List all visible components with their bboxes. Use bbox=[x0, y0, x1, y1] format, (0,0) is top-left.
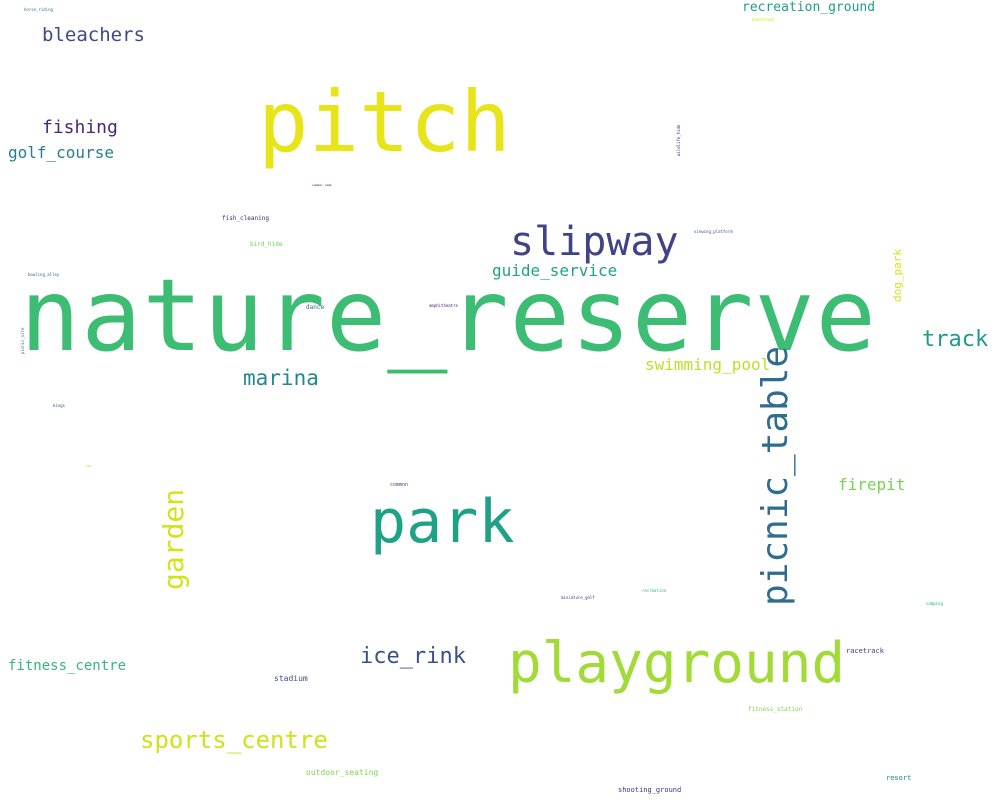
word: common bbox=[390, 482, 409, 488]
word: garden bbox=[157, 488, 190, 590]
word: fish_cleaning bbox=[222, 215, 269, 222]
word: shooting_ground bbox=[618, 786, 682, 794]
word: bird_hide bbox=[250, 241, 283, 248]
word: amphitheatre bbox=[429, 303, 458, 308]
word: ice_rink bbox=[360, 644, 466, 669]
word: track bbox=[922, 327, 989, 352]
word: bbq bbox=[86, 464, 92, 468]
word: guide_service bbox=[492, 261, 618, 280]
word: golf_course bbox=[8, 143, 114, 162]
word: racetrack bbox=[846, 647, 884, 655]
word: pitch bbox=[258, 73, 511, 171]
word: dance bbox=[306, 304, 325, 311]
word: viewing_platform bbox=[694, 229, 733, 234]
word: firepit bbox=[838, 475, 906, 494]
word: slipway bbox=[510, 219, 679, 265]
word: wildlife_hide bbox=[676, 124, 681, 156]
word: fishing bbox=[42, 117, 118, 138]
word: bleachers bbox=[42, 24, 145, 46]
word: camping bbox=[926, 601, 943, 606]
word: bandstand bbox=[752, 17, 774, 22]
word: kings bbox=[53, 403, 66, 408]
word: fitness_centre bbox=[8, 658, 127, 674]
word: marina bbox=[243, 366, 319, 390]
word: recreation_ground bbox=[742, 0, 876, 15]
word: recreation bbox=[642, 588, 667, 593]
word: playground bbox=[508, 631, 846, 696]
word: summer_camp bbox=[312, 183, 332, 187]
word: picnic_site bbox=[20, 327, 25, 355]
word: horse_riding bbox=[24, 7, 53, 12]
word: outdoor_seating bbox=[306, 768, 379, 777]
word: nature_reserve bbox=[20, 257, 877, 374]
word: picnic_table bbox=[755, 345, 796, 606]
word: miniature_golf bbox=[561, 595, 595, 600]
word: stadium bbox=[274, 674, 308, 683]
word: park bbox=[370, 487, 515, 557]
word: dog_park bbox=[891, 249, 904, 302]
word: swimming_pool bbox=[645, 355, 771, 374]
word: fitness_station bbox=[748, 706, 803, 713]
word: sports_centre bbox=[140, 726, 328, 754]
word: resort bbox=[886, 774, 912, 782]
word: bowling_alley bbox=[28, 272, 60, 277]
